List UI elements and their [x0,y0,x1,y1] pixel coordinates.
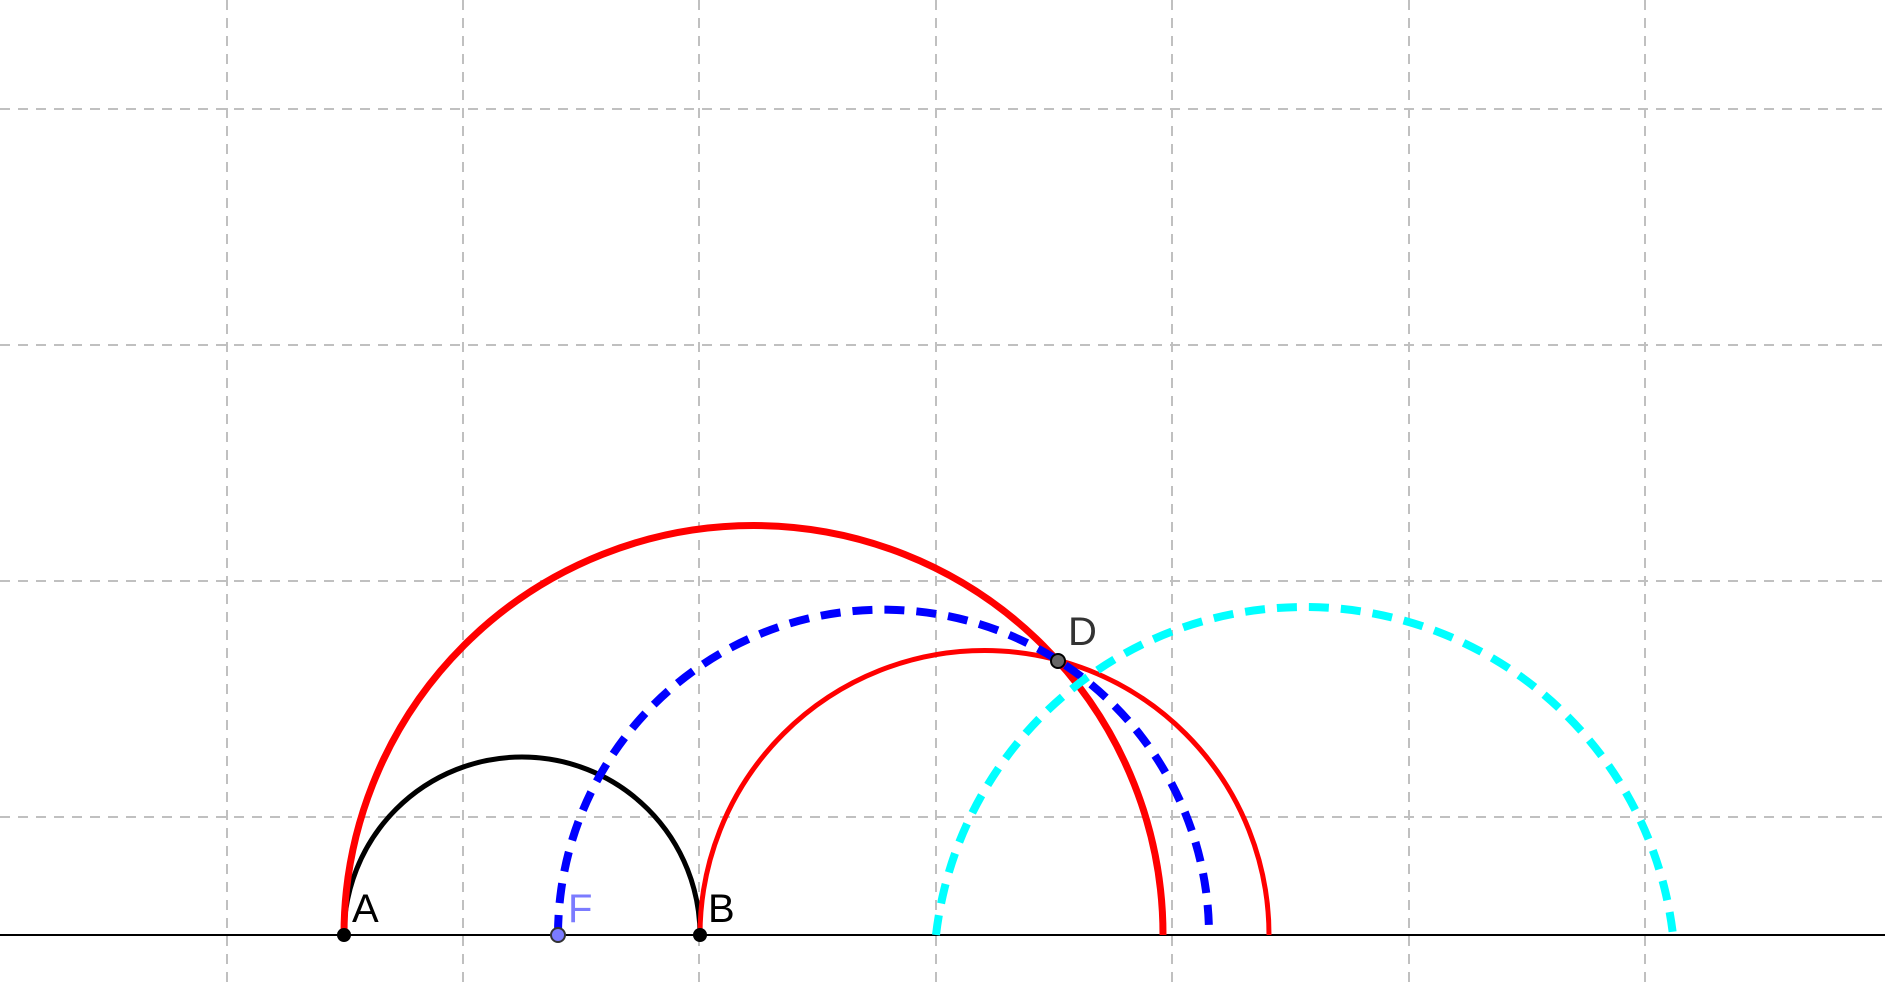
blue-dashed-semicircle[interactable] [554,605,1213,936]
label-d: D [1068,610,1097,654]
point-a[interactable] [337,928,351,942]
red-semicircle-small[interactable] [697,648,1272,936]
label-b: B [708,887,735,931]
label-a: A [352,887,379,931]
point-f[interactable] [550,927,566,943]
semicircle-ab[interactable] [341,754,703,936]
cyan-dashed-semicircle[interactable] [932,602,1677,936]
point-d[interactable] [1050,653,1066,669]
label-f: F [568,887,592,931]
point-b[interactable] [693,928,707,942]
red-semicircle-large[interactable] [340,522,1167,936]
